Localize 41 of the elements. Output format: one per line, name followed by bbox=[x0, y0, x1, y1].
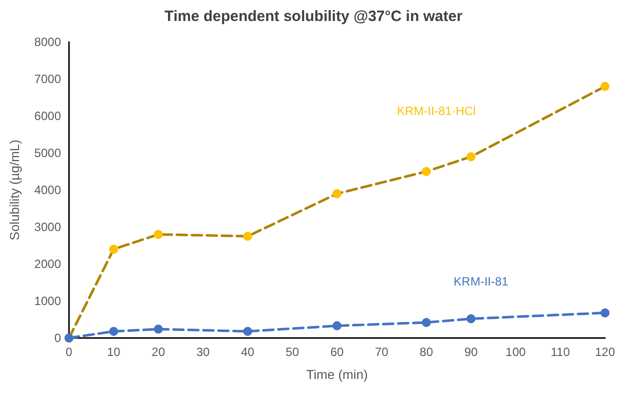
point bbox=[243, 326, 252, 336]
x-tick-label: 60 bbox=[330, 345, 344, 359]
x-tick-label: 70 bbox=[374, 345, 389, 359]
point bbox=[243, 232, 252, 241]
point bbox=[466, 152, 476, 162]
y-tick-label: 3000 bbox=[34, 220, 62, 234]
point bbox=[422, 318, 431, 327]
x-tick-label: 80 bbox=[420, 345, 434, 359]
x-axis-title: Time (min) bbox=[306, 367, 368, 382]
point bbox=[332, 321, 342, 330]
point bbox=[600, 82, 610, 91]
y-tick-label: 7000 bbox=[34, 72, 62, 86]
x-tick-label: 120 bbox=[594, 345, 616, 359]
y-tick-label: 1000 bbox=[34, 294, 62, 308]
point bbox=[109, 244, 118, 254]
x-tick-label: 10 bbox=[106, 345, 121, 359]
point bbox=[332, 189, 342, 198]
x-tick-label: 20 bbox=[152, 345, 166, 359]
point bbox=[154, 324, 163, 334]
y-tick-label: 4000 bbox=[34, 183, 62, 197]
y-tick-label: 8000 bbox=[34, 35, 62, 49]
point bbox=[466, 314, 476, 324]
x-tick-label: 90 bbox=[464, 345, 478, 359]
x-tick-label: 100 bbox=[506, 345, 526, 359]
y-tick-label: 5000 bbox=[34, 146, 62, 160]
text: KRM-II-81 bbox=[454, 274, 509, 288]
x-tick-label: 110 bbox=[550, 345, 570, 359]
x-tick-label: 50 bbox=[286, 345, 300, 359]
y-tick-label: 6000 bbox=[34, 109, 62, 123]
point bbox=[600, 308, 610, 318]
y-tick-label: 2000 bbox=[34, 257, 62, 271]
point bbox=[154, 230, 163, 239]
text: KRM-II-81·HCl bbox=[396, 104, 476, 118]
y-tick-label: 0 bbox=[54, 331, 62, 345]
point bbox=[109, 326, 118, 336]
x-tick-label: 40 bbox=[240, 345, 255, 359]
chart-title: Time dependent solubility @37°C in water bbox=[164, 8, 463, 25]
y-axis-title: Solubility (µg/mL) bbox=[7, 140, 22, 240]
point bbox=[422, 167, 431, 176]
x-tick-label: 30 bbox=[196, 345, 210, 359]
x-tick-label: 0 bbox=[66, 345, 73, 359]
